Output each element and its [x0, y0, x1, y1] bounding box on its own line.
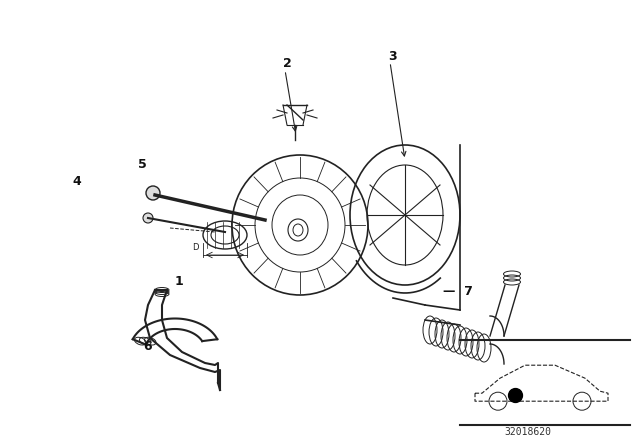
Text: 1: 1 — [175, 275, 184, 288]
Text: 5: 5 — [138, 158, 147, 171]
Text: 3: 3 — [388, 50, 397, 63]
Text: D: D — [192, 243, 198, 252]
Text: 6: 6 — [143, 340, 152, 353]
Text: 2: 2 — [283, 57, 292, 70]
Circle shape — [143, 213, 153, 223]
Text: 4: 4 — [72, 175, 81, 188]
Text: 32018620: 32018620 — [504, 427, 552, 437]
Text: —  7: — 7 — [443, 285, 473, 298]
Circle shape — [146, 186, 160, 200]
